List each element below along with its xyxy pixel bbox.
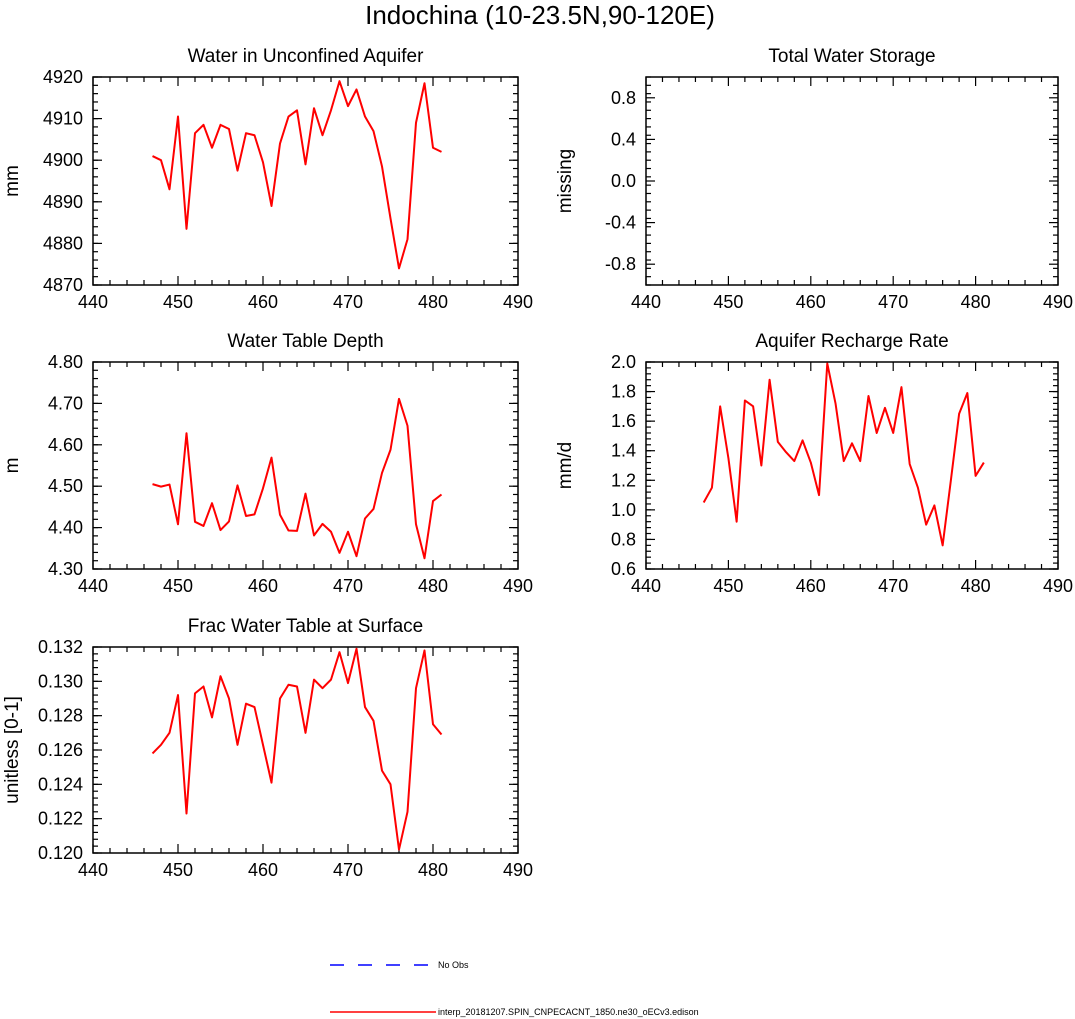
x-tick-label: 490 — [1043, 576, 1073, 596]
x-tick-label: 460 — [796, 292, 826, 312]
x-tick-label: 440 — [78, 576, 108, 596]
y-tick-label: 0.132 — [38, 637, 83, 657]
x-tick-label: 490 — [503, 860, 533, 880]
y-axis-label: m — [2, 458, 23, 474]
y-tick-label: 4.50 — [48, 476, 83, 496]
x-tick-label: 470 — [878, 576, 908, 596]
panel-title: Water Table Depth — [227, 331, 383, 352]
y-tick-label: 0.130 — [38, 671, 83, 691]
y-tick-label: 4870 — [43, 275, 83, 295]
x-tick-label: 450 — [713, 576, 743, 596]
y-axis-label: missing — [555, 149, 576, 213]
y-tick-label: 1.0 — [611, 500, 636, 520]
x-tick-label: 490 — [503, 292, 533, 312]
figure-title: Indochina (10-23.5N,90-120E) — [365, 0, 715, 30]
y-tick-label: 1.4 — [611, 441, 636, 461]
y-tick-label: 0.6 — [611, 559, 636, 579]
panel-title: Frac Water Table at Surface — [188, 616, 424, 637]
x-tick-label: 470 — [333, 292, 363, 312]
y-axis-label: unitless [0-1] — [2, 696, 23, 804]
x-tick-label: 480 — [961, 292, 991, 312]
y-tick-label: 4.70 — [48, 393, 83, 413]
series-line-model — [702, 362, 985, 547]
y-tick-label: 4.60 — [48, 435, 83, 455]
x-tick-label: 470 — [878, 292, 908, 312]
chart-panel-1: Water in Unconfined Aquifer mm 440 450 460 47… — [2, 46, 533, 312]
panels: Water in Unconfined Aquifer mm 440 450 460 47… — [2, 46, 1073, 880]
chart-panel-5: Frac Water Table at Surface unitless [0-1… — [2, 616, 533, 880]
plot-frame — [92, 76, 519, 286]
x-tick-label: 490 — [503, 576, 533, 596]
chart-panel-3: Water Table Depth m 440 450 460 470 480 490 4.30… — [2, 331, 533, 596]
x-tick-label: 440 — [78, 292, 108, 312]
y-tick-label: 1.8 — [611, 382, 636, 402]
y-tick-label: 1.6 — [611, 411, 636, 431]
y-tick-label: 0.128 — [38, 706, 83, 726]
y-tick-label: 4900 — [43, 150, 83, 170]
y-tick-label: 4.80 — [48, 352, 83, 372]
chart-panel-4: Aquifer Recharge Rate mm/d 440 450 460 470 480… — [555, 331, 1073, 596]
y-tick-label: 4.30 — [48, 559, 83, 579]
x-tick-label: 480 — [961, 576, 991, 596]
y-tick-label: -0.8 — [605, 254, 636, 274]
y-axis-label: mm — [2, 165, 23, 197]
y-tick-label: 4910 — [43, 109, 83, 129]
y-tick-label: 1.2 — [611, 470, 636, 490]
plot-frame — [92, 361, 519, 570]
x-tick-label: 440 — [631, 292, 661, 312]
legend: No Obs interp_20181207.SPIN_CNPECACNT_18… — [330, 960, 699, 1017]
x-tick-label: 490 — [1043, 292, 1073, 312]
y-tick-label: 0.126 — [38, 740, 83, 760]
y-tick-label: 0.4 — [611, 129, 636, 149]
legend-label-model: interp_20181207.SPIN_CNPECACNT_1850.ne30… — [438, 1007, 699, 1017]
x-tick-label: 480 — [418, 292, 448, 312]
x-tick-label: 470 — [333, 576, 363, 596]
y-tick-label: 0.124 — [38, 774, 83, 794]
y-tick-label: 4920 — [43, 67, 83, 87]
x-tick-label: 460 — [248, 576, 278, 596]
x-tick-label: 450 — [713, 292, 743, 312]
x-tick-label: 480 — [418, 576, 448, 596]
series-line-model — [151, 647, 443, 851]
y-tick-label: 0.8 — [611, 529, 636, 549]
series-line-model — [152, 80, 442, 270]
panel-title: Water in Unconfined Aquifer — [188, 46, 425, 67]
x-tick-label: 460 — [796, 576, 826, 596]
x-tick-label: 460 — [248, 292, 278, 312]
x-tick-label: 440 — [78, 860, 108, 880]
y-tick-label: 4.40 — [48, 518, 83, 538]
legend-label-no-obs: No Obs — [438, 960, 469, 970]
x-tick-label: 440 — [631, 576, 661, 596]
panel-title: Total Water Storage — [768, 46, 935, 67]
x-tick-label: 450 — [163, 292, 193, 312]
y-tick-label: 4890 — [43, 192, 83, 212]
y-tick-label: 0.120 — [38, 843, 83, 863]
y-tick-label: 0.0 — [611, 171, 636, 191]
plot-frame — [645, 361, 1059, 570]
chart-panel-2: Total Water Storage missing 440 450 460 470 48… — [555, 46, 1073, 312]
panel-title: Aquifer Recharge Rate — [755, 331, 948, 352]
series-line-model — [152, 397, 443, 560]
y-tick-label: 4880 — [43, 233, 83, 253]
x-tick-label: 450 — [163, 576, 193, 596]
y-axis-label: mm/d — [555, 442, 576, 490]
y-tick-label: 0.8 — [611, 88, 636, 108]
x-tick-label: 460 — [248, 860, 278, 880]
x-tick-label: 450 — [163, 860, 193, 880]
x-tick-label: 480 — [418, 860, 448, 880]
plot-frame — [645, 76, 1059, 286]
y-tick-label: 0.122 — [38, 809, 83, 829]
x-tick-label: 470 — [333, 860, 363, 880]
y-tick-label: -0.4 — [605, 213, 636, 233]
y-tick-label: 2.0 — [611, 352, 636, 372]
